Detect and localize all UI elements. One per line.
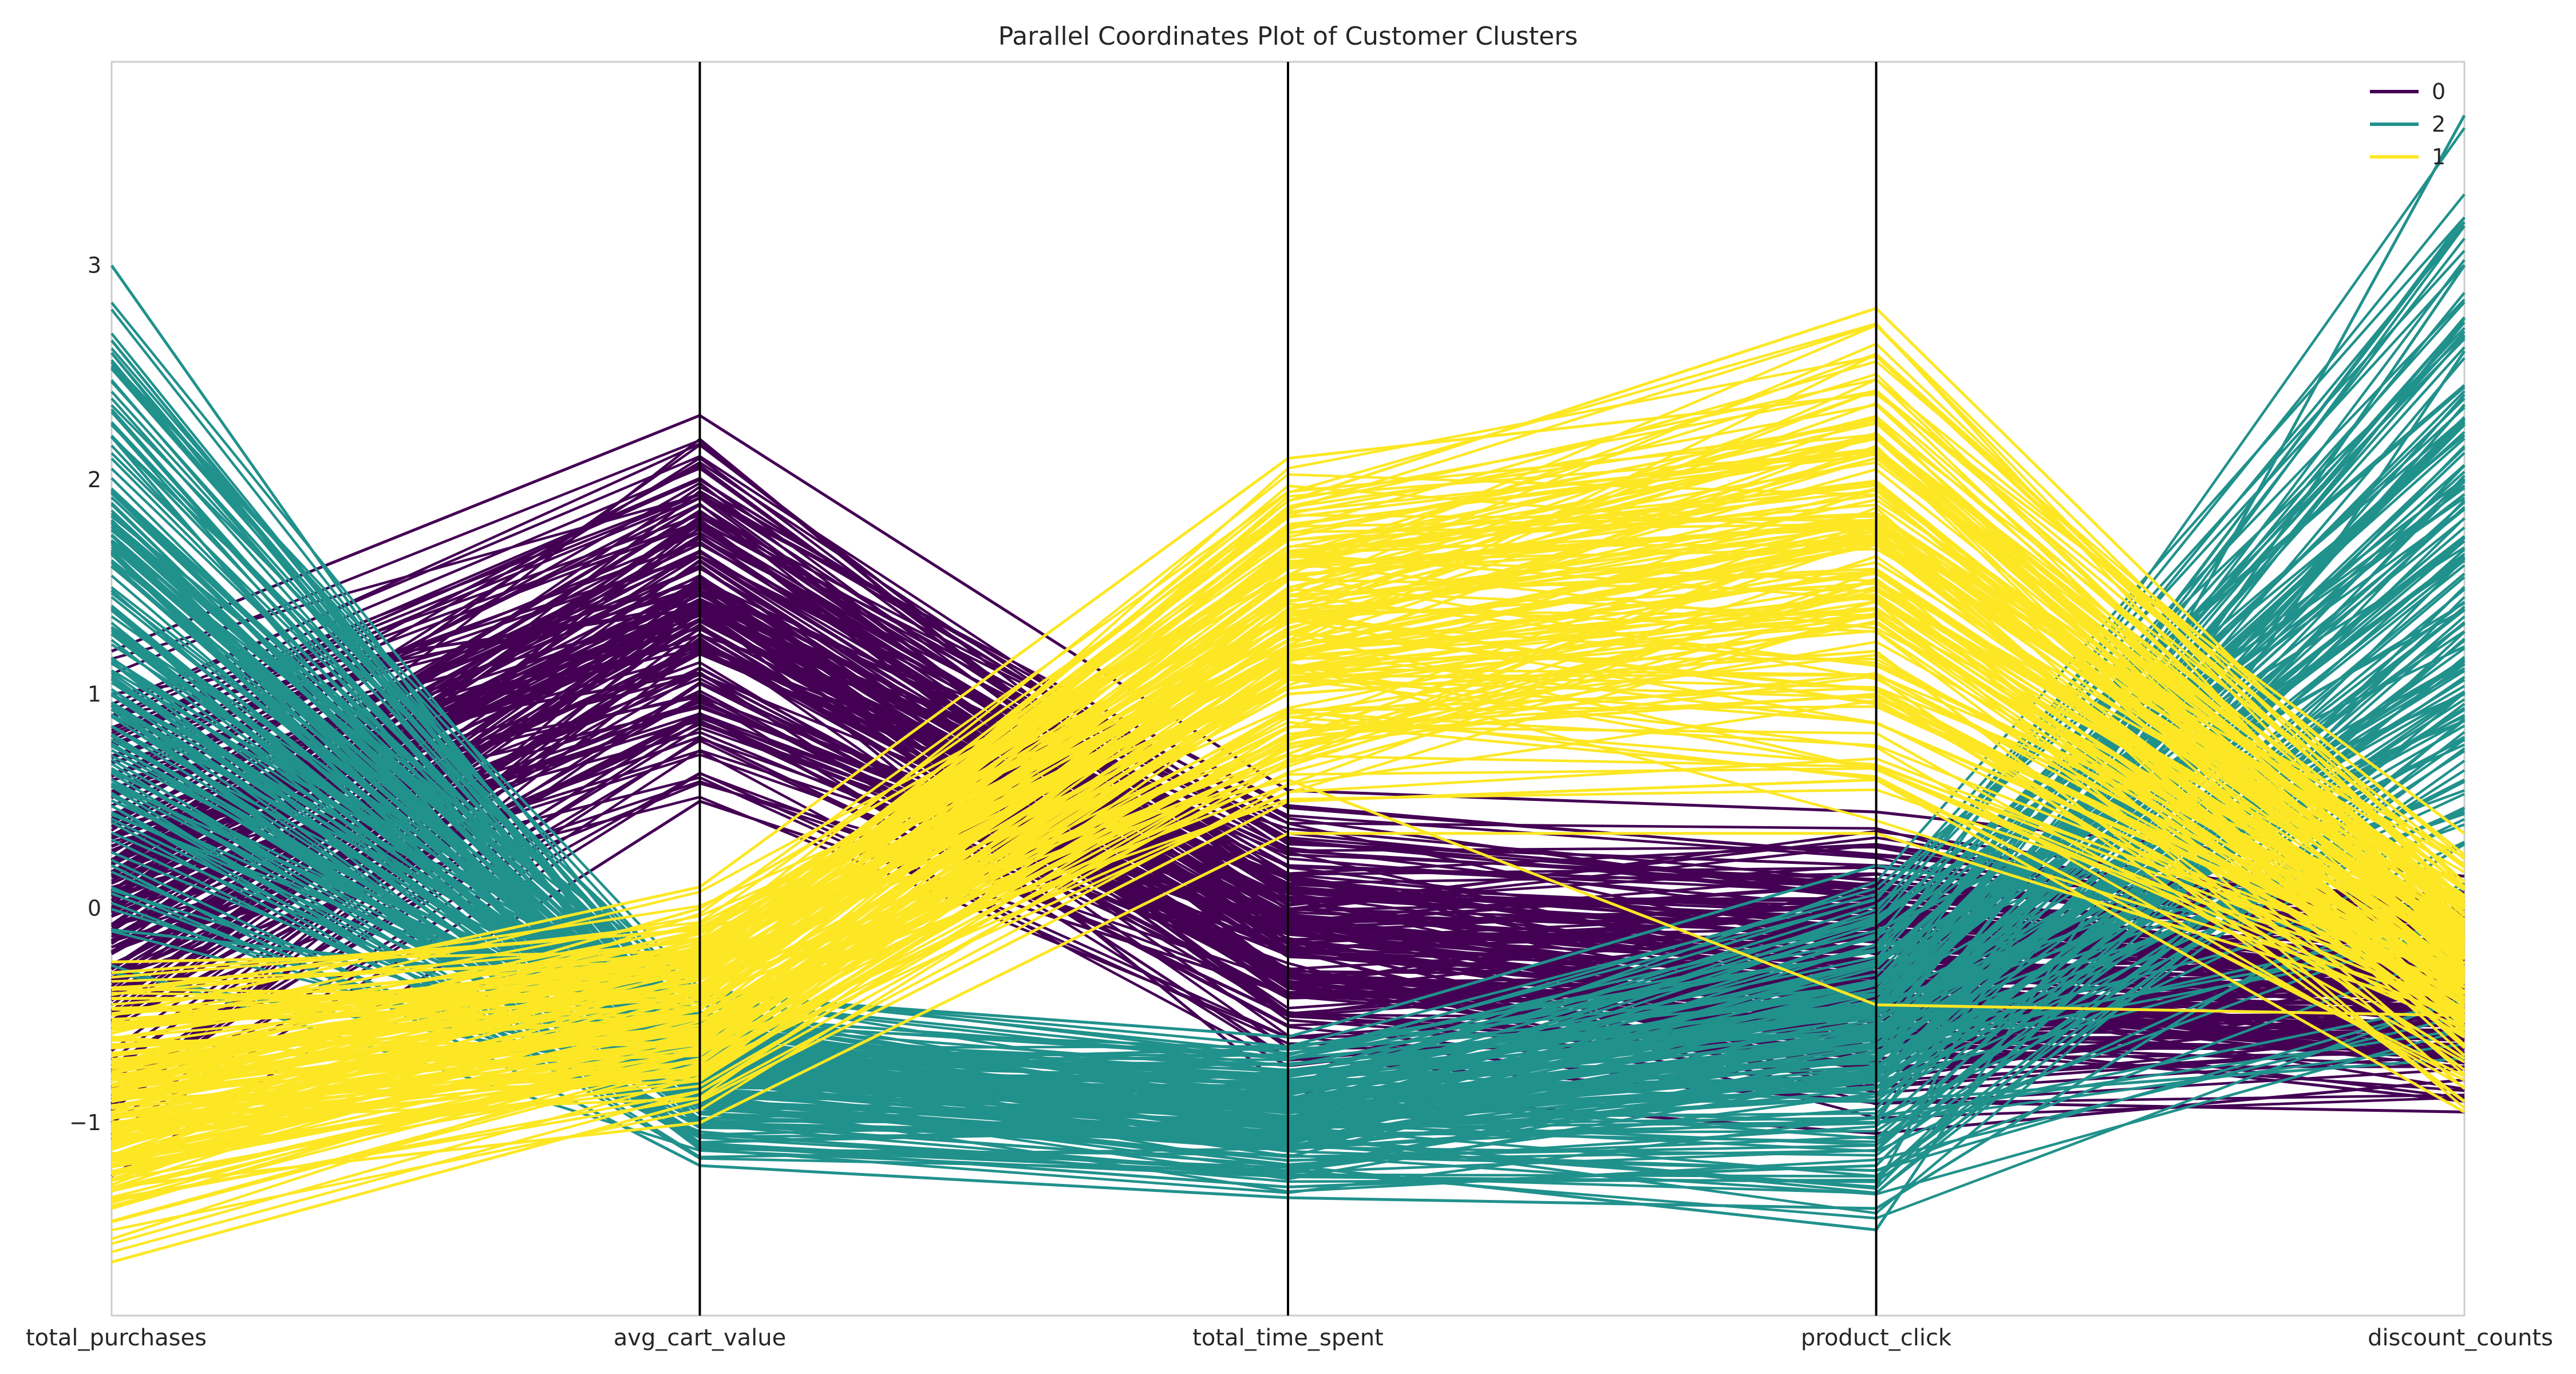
y-tick-label: 2 xyxy=(88,467,101,492)
legend-label-2: 2 xyxy=(2432,112,2445,137)
x-axis-label-total_time_spent: total_time_spent xyxy=(1192,1325,1384,1351)
y-tick-label: 0 xyxy=(88,896,101,921)
y-tick-label: −1 xyxy=(69,1110,101,1135)
x-axis-label-total_purchases: total_purchases xyxy=(26,1325,207,1351)
x-axis-label-product_click: product_click xyxy=(1801,1325,1952,1351)
chart-title: Parallel Coordinates Plot of Customer Cl… xyxy=(998,22,1578,51)
legend: 0 2 1 xyxy=(2370,79,2445,169)
axis-lines xyxy=(698,62,1878,1316)
legend-label-1: 1 xyxy=(2432,144,2445,169)
y-axis-ticks: −1 0 1 2 3 xyxy=(69,253,101,1135)
y-tick-label: 3 xyxy=(88,253,101,278)
y-tick-label: 1 xyxy=(88,681,101,706)
legend-label-0: 0 xyxy=(2432,79,2445,104)
x-axis-label-avg_cart_value: avg_cart_value xyxy=(614,1325,786,1351)
plot-area xyxy=(110,61,2466,1317)
x-axis-labels: total_purchases avg_cart_value total_time_… xyxy=(26,1325,2553,1351)
x-axis-label-discount_counts: discount_counts xyxy=(2368,1325,2553,1351)
